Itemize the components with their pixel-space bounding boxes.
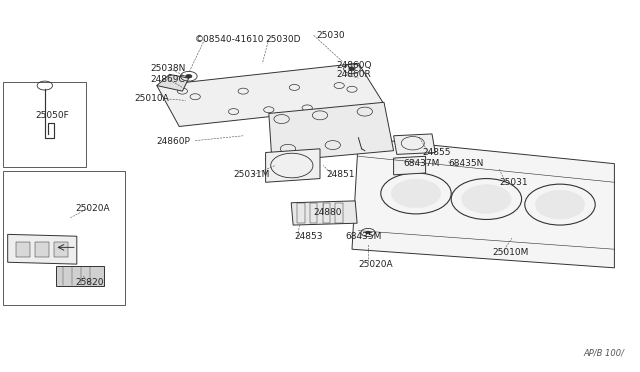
Polygon shape xyxy=(291,201,357,225)
Text: 24880: 24880 xyxy=(314,208,342,217)
Bar xyxy=(54,242,68,257)
Bar xyxy=(35,242,49,257)
Bar xyxy=(297,203,305,223)
Bar xyxy=(56,266,104,286)
Text: 25031: 25031 xyxy=(499,178,528,187)
Polygon shape xyxy=(269,102,394,162)
Circle shape xyxy=(535,190,585,219)
Text: 24860P: 24860P xyxy=(157,137,191,146)
Bar xyxy=(310,203,317,223)
Text: 25030: 25030 xyxy=(317,31,346,40)
Circle shape xyxy=(186,74,192,78)
Circle shape xyxy=(392,179,440,208)
Text: 25038N: 25038N xyxy=(150,64,186,73)
Text: 24855: 24855 xyxy=(422,148,451,157)
Circle shape xyxy=(462,185,511,214)
Polygon shape xyxy=(157,63,384,126)
Bar xyxy=(3,171,125,305)
Text: 25031M: 25031M xyxy=(234,170,270,179)
Bar xyxy=(323,203,330,223)
Text: 24860R: 24860R xyxy=(336,70,371,79)
Text: 25820: 25820 xyxy=(76,278,104,287)
Polygon shape xyxy=(352,138,614,268)
Circle shape xyxy=(365,231,371,234)
Text: AP/B 100/: AP/B 100/ xyxy=(583,348,624,357)
Text: 68435M: 68435M xyxy=(346,232,382,241)
Polygon shape xyxy=(394,156,426,175)
Bar xyxy=(3,82,86,167)
Text: ©08540-41610: ©08540-41610 xyxy=(195,35,265,44)
Bar xyxy=(16,242,30,257)
Text: 25010A: 25010A xyxy=(134,94,169,103)
Circle shape xyxy=(349,67,355,71)
Text: 68437M: 68437M xyxy=(403,159,440,168)
Text: 25010M: 25010M xyxy=(493,248,529,257)
Text: 24869C: 24869C xyxy=(150,76,185,84)
Text: 25020A: 25020A xyxy=(358,260,393,269)
Text: 24860Q: 24860Q xyxy=(336,61,371,70)
Text: 24851: 24851 xyxy=(326,170,355,179)
Polygon shape xyxy=(157,74,189,91)
Polygon shape xyxy=(266,149,320,182)
Text: 25030D: 25030D xyxy=(266,35,301,44)
Text: 24853: 24853 xyxy=(294,232,323,241)
Text: 68435N: 68435N xyxy=(448,159,483,168)
Text: 25020A: 25020A xyxy=(76,204,110,213)
Polygon shape xyxy=(8,234,77,264)
Text: 25050F: 25050F xyxy=(35,111,69,120)
Polygon shape xyxy=(394,134,435,154)
Bar xyxy=(335,203,343,223)
